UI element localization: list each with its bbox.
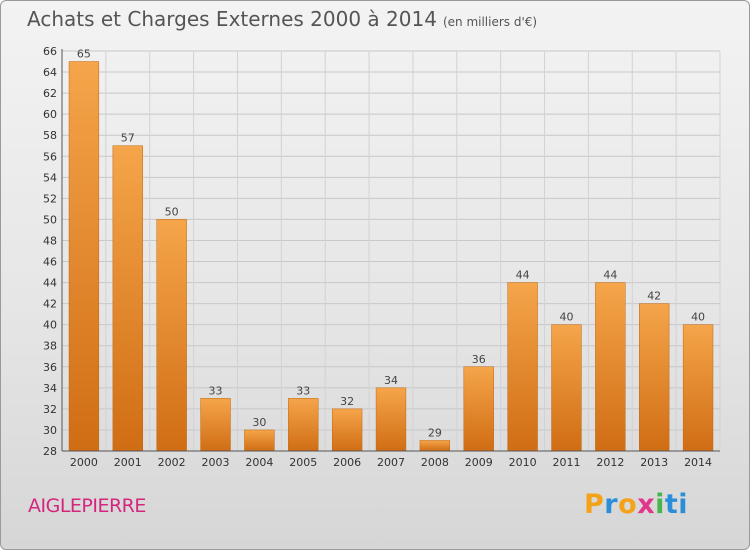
bar — [419, 440, 451, 452]
x-tick-label: 2005 — [289, 456, 317, 469]
chart-unit: (en milliers d'€) — [442, 15, 538, 29]
logo-letter: i — [655, 489, 665, 520]
x-tick-label: 2001 — [114, 456, 142, 469]
x-tick-label: 2006 — [333, 456, 361, 469]
data-label: 42 — [647, 290, 661, 303]
y-tick-label: 30 — [43, 424, 57, 437]
data-label: 32 — [340, 395, 354, 408]
y-tick-label: 56 — [43, 150, 57, 163]
x-tick-label: 2013 — [640, 456, 668, 469]
data-label: 40 — [559, 311, 573, 324]
y-tick-label: 54 — [43, 171, 57, 184]
x-tick-label: 2008 — [421, 456, 449, 469]
y-tick-label: 44 — [43, 277, 57, 290]
bar — [639, 303, 670, 452]
y-tick-label: 60 — [43, 108, 57, 121]
y-tick-label: 48 — [43, 234, 57, 247]
bar — [551, 324, 582, 452]
x-tick-label: 2000 — [70, 456, 98, 469]
y-tick-label: 64 — [43, 66, 57, 79]
data-label: 44 — [603, 269, 617, 282]
bar — [463, 366, 494, 452]
logo-letter: r — [604, 489, 619, 520]
x-tick-label: 2009 — [465, 456, 493, 469]
y-tick-label: 40 — [43, 319, 57, 332]
bar — [200, 398, 231, 452]
chart-title-text: Achats et Charges Externes 2000 à 2014 — [27, 7, 437, 31]
data-label: 33 — [209, 384, 223, 397]
y-tick-label: 50 — [43, 213, 57, 226]
y-tick-label: 34 — [43, 382, 57, 395]
labels: 65 2000 57 2001 50 2002 33 2003 30 2004 33 2005 32 20… — [70, 48, 712, 469]
proxiti-logo[interactable]: Proxiti — [584, 489, 688, 520]
y-tick-label: 28 — [43, 445, 57, 458]
y-tick-label: 66 — [43, 45, 57, 58]
data-label: 65 — [77, 48, 91, 61]
y-tick-label: 36 — [43, 361, 57, 374]
y-tick-label: 38 — [43, 340, 57, 353]
bar — [244, 429, 275, 452]
y-tick-label: 58 — [43, 129, 57, 142]
x-tick-label: 2014 — [684, 456, 712, 469]
logo-letter: x — [637, 489, 656, 520]
x-tick-label: 2003 — [202, 456, 230, 469]
data-label: 34 — [384, 374, 398, 387]
bar — [331, 408, 363, 452]
bar — [507, 282, 538, 452]
bar — [112, 145, 143, 452]
data-label: 57 — [121, 132, 135, 145]
data-label: 40 — [691, 311, 705, 324]
bars — [68, 61, 714, 452]
bar — [288, 398, 319, 452]
data-label: 30 — [252, 416, 266, 429]
x-tick-label: 2012 — [596, 456, 624, 469]
data-label: 29 — [428, 426, 442, 439]
bar — [682, 324, 714, 452]
bar — [68, 61, 100, 452]
data-label: 33 — [296, 384, 310, 397]
axes: 28 30 32 34 36 38 40 42 44 46 48 50 52 54 56 58 60 62 64 66 — [43, 45, 720, 458]
x-tick-label: 2004 — [245, 456, 273, 469]
data-label: 50 — [165, 205, 179, 218]
y-tick-label: 62 — [43, 87, 57, 100]
data-label: 44 — [516, 269, 530, 282]
y-tick-label: 32 — [43, 403, 57, 416]
data-label: 36 — [472, 353, 486, 366]
bar — [156, 219, 187, 452]
y-tick-label: 42 — [43, 298, 57, 311]
x-tick-label: 2007 — [377, 456, 405, 469]
x-tick-label: 2011 — [552, 456, 580, 469]
y-tick-label: 46 — [43, 256, 57, 269]
y-tick-label: 52 — [43, 192, 57, 205]
logo-letter: ti — [664, 489, 689, 520]
logo-letter: o — [618, 489, 638, 520]
commune-name: AIGLEPIERRE — [28, 495, 146, 517]
x-tick-label: 2010 — [509, 456, 537, 469]
x-tick-label: 2002 — [158, 456, 186, 469]
chart-title: Achats et Charges Externes 2000 à 2014 (e… — [27, 7, 537, 31]
bar — [375, 387, 407, 452]
bar — [595, 282, 626, 452]
logo-letter: P — [584, 489, 605, 520]
